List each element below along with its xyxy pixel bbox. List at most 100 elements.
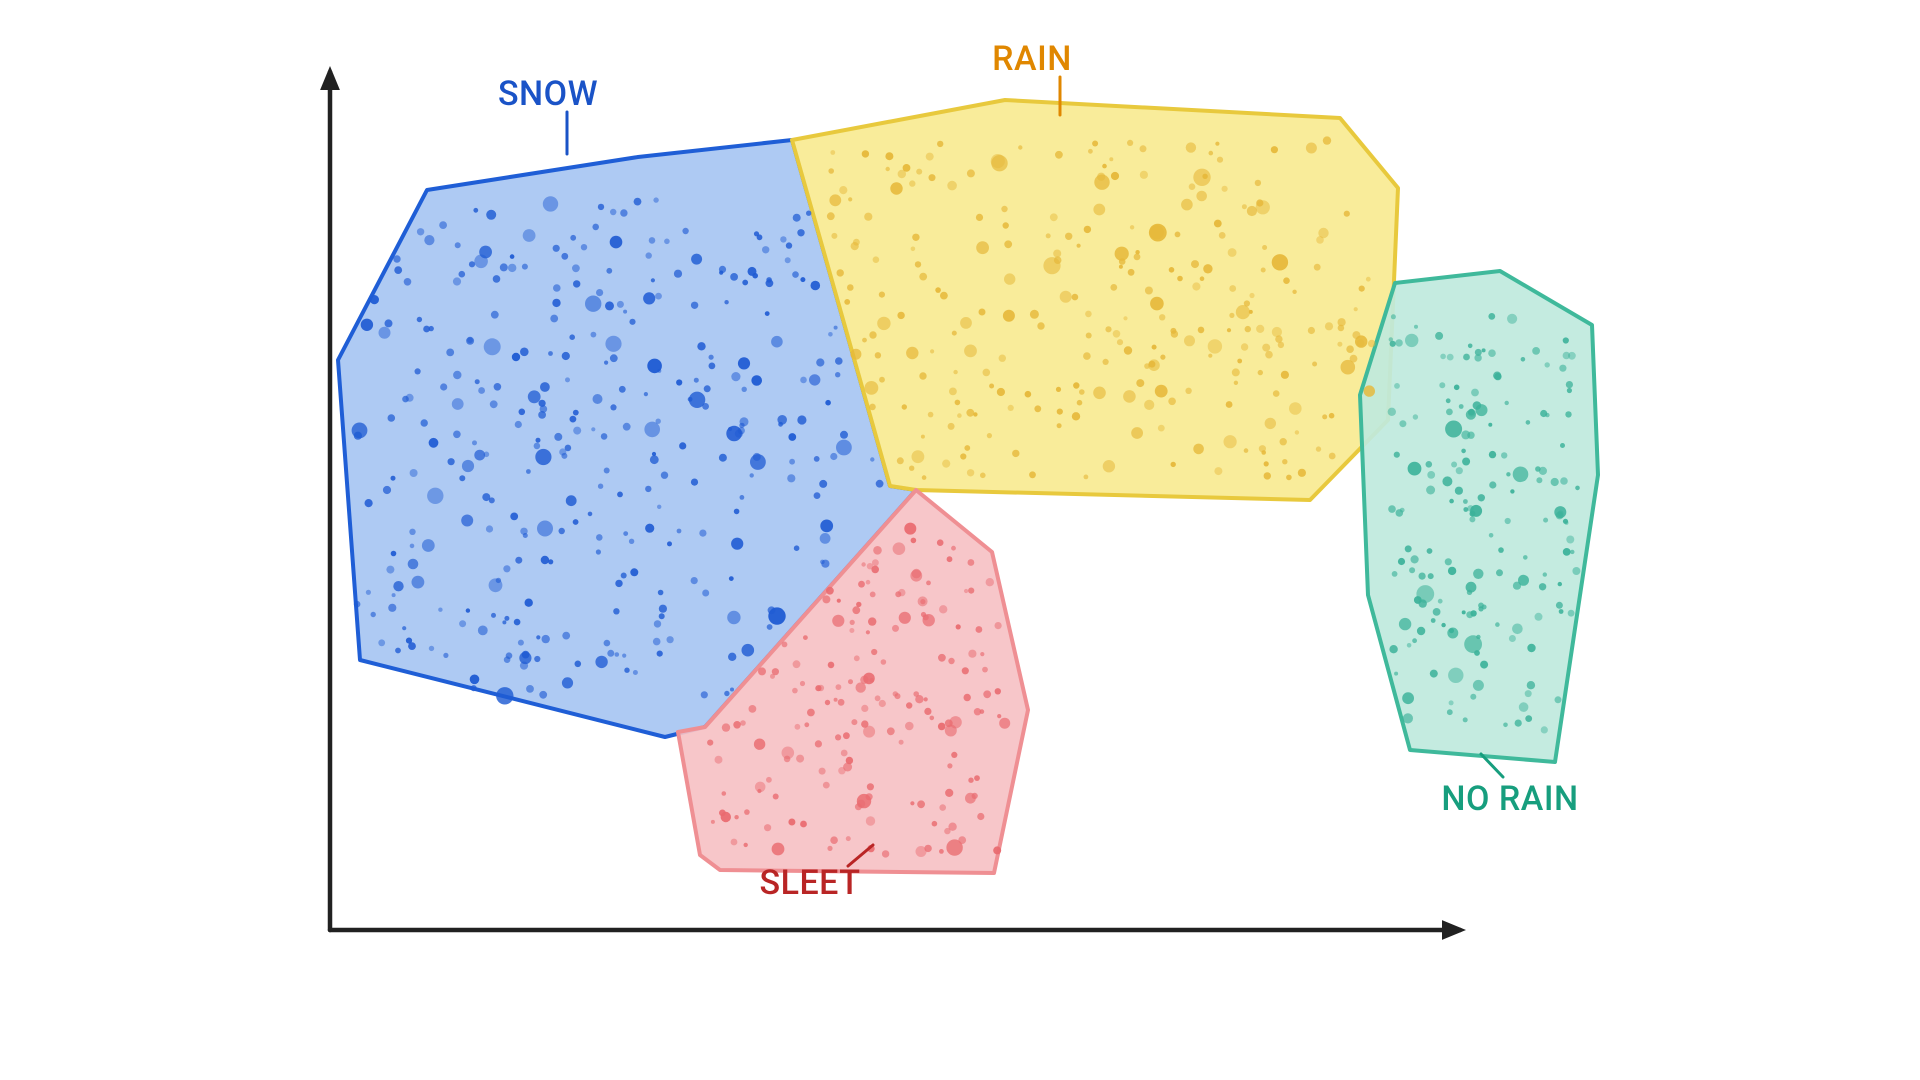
dot [819,768,826,775]
dot [1518,575,1529,586]
dot [866,816,875,825]
dot [1398,558,1405,565]
dot [1447,628,1458,639]
dot [944,828,950,834]
dot [1008,405,1014,411]
dot [1388,505,1396,513]
dot [691,302,698,309]
dot [1414,325,1418,329]
dot [554,433,562,441]
dot [797,415,806,424]
dot [402,626,406,630]
dot [909,180,915,186]
dot [649,237,656,244]
dot [724,300,728,304]
dot [964,694,971,701]
dot [650,455,659,464]
dot [623,531,628,536]
dot [1113,330,1121,338]
dot [1329,453,1336,460]
dot [486,525,493,532]
dot [1170,328,1176,334]
dot [1057,409,1063,415]
dot [619,386,626,393]
dot [844,299,850,305]
dot [1278,342,1284,348]
dot [540,382,550,392]
dot [653,638,661,646]
dot [1359,286,1365,292]
dot [709,355,714,360]
dot [1505,401,1509,405]
dot [1399,618,1411,630]
dot [657,369,661,373]
dot [935,287,941,293]
dot [1219,232,1226,239]
dot [651,278,655,282]
dot [1191,260,1199,268]
dot [1515,720,1522,727]
dot [1152,345,1157,350]
dot [735,430,743,438]
dot [1536,477,1542,483]
dot [1086,333,1092,339]
dot [895,591,901,597]
dot [787,474,795,482]
dot [967,469,974,476]
dot [1043,257,1060,274]
dot [830,150,835,155]
dot [474,254,488,268]
dot [1323,136,1331,144]
label-norain: NO RAIN [1441,779,1578,819]
dot [502,620,506,624]
dot [858,581,865,588]
dot [604,640,611,647]
dot [1473,569,1483,579]
dot [493,275,501,283]
dot [1149,224,1167,242]
dot [410,544,415,549]
dot [915,261,921,267]
dot [721,812,731,822]
dot [615,652,620,657]
dot [765,311,770,316]
dot [1445,558,1452,565]
dot [1567,388,1572,393]
dot [629,539,634,544]
dot [522,651,530,659]
dot [1077,400,1083,406]
dot [1463,354,1470,361]
dot [848,197,852,201]
dot [585,296,601,312]
dot [778,422,783,427]
dot [1314,264,1321,271]
dot [877,317,890,330]
dot [1466,611,1473,618]
dot [881,659,887,665]
dot [764,824,771,831]
dot [1155,385,1168,398]
dot [895,693,901,699]
dot [469,261,475,267]
dot [1145,287,1153,295]
dot [1473,680,1484,691]
dot [815,740,822,747]
dot [862,338,867,343]
dot [1463,717,1468,722]
dot [752,273,758,279]
dot [526,469,531,474]
dot [964,445,970,451]
dot [1292,290,1296,294]
dot [1088,149,1093,154]
dot [1474,650,1480,656]
cluster-scatter-chart: SNOWRAINSLEETNO RAIN [0,0,1920,1080]
dot [659,605,667,613]
dot [733,721,741,729]
dot [1159,314,1165,320]
dot [1103,359,1109,365]
dot [828,662,835,669]
dot [1535,613,1543,621]
dot [1193,169,1210,186]
label-rain: RAIN [992,39,1072,79]
dot [415,368,421,374]
